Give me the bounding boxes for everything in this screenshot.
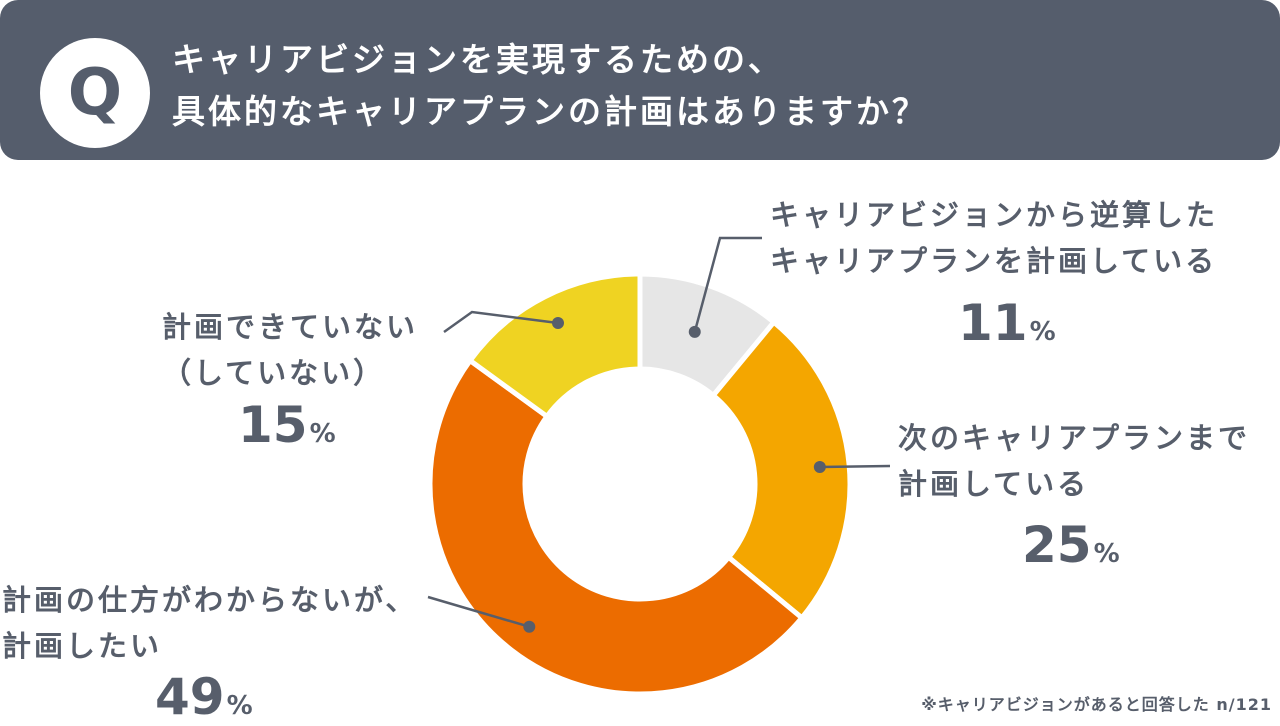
value-slice-3: 15%	[238, 400, 336, 450]
label-slice-0: キャリアビジョンから逆算した キャリアプランを計画している	[770, 192, 1218, 284]
value-slice-2-unit: %	[226, 691, 253, 721]
leader-dot-3	[551, 317, 564, 330]
label-slice-2: 計画の仕方がわからないが、 計画したい	[2, 577, 417, 669]
value-slice-3-unit: %	[309, 419, 336, 449]
value-slice-0: 11%	[958, 298, 1056, 348]
leader-line-1	[819, 464, 891, 469]
leader-dot-1	[813, 461, 826, 474]
label-slice-3-line1: 計画できていない	[162, 310, 419, 344]
label-slice-1-line2: 計画している	[898, 467, 1090, 501]
donut-slice-1	[709, 318, 853, 622]
label-slice-0-line1: キャリアビジョンから逆算した	[770, 198, 1219, 232]
label-slice-2-line2: 計画したい	[2, 629, 163, 663]
label-slice-2-line1: 計画の仕方がわからないが、	[2, 583, 418, 617]
label-slice-1-line1: 次のキャリアプランまで	[898, 421, 1251, 455]
label-slice-0-line2: キャリアプランを計画している	[770, 244, 1218, 278]
value-slice-0-unit: %	[1029, 317, 1056, 347]
donut-slice-2	[427, 357, 806, 697]
value-slice-1: 25%	[1022, 520, 1120, 570]
value-slice-2: 49%	[155, 672, 253, 722]
leader-dot-0	[688, 325, 701, 338]
label-slice-3-line2: （していない）	[162, 356, 386, 390]
value-slice-3-number: 15	[238, 396, 308, 454]
value-slice-2-number: 49	[155, 668, 225, 726]
leader-line-2	[427, 595, 530, 628]
footnote: ※キャリアビジョンがあると回答した n/121	[921, 695, 1272, 714]
label-slice-1: 次のキャリアプランまで 計画している	[898, 415, 1250, 507]
q-badge: Q	[40, 38, 150, 148]
donut-slice-3	[466, 271, 643, 420]
leader-line-0	[693, 236, 762, 333]
leader-line-3	[443, 310, 559, 334]
value-slice-1-unit: %	[1093, 539, 1120, 569]
value-slice-0-number: 11	[958, 294, 1028, 352]
question-line-2: 具体的なキャリアプランの計画はありますか？	[172, 92, 928, 131]
q-letter: Q	[67, 56, 123, 130]
label-slice-3: 計画できていない （していない）	[162, 304, 418, 396]
question-line-1: キャリアビジョンを実現するための、	[172, 40, 784, 79]
question-text: キャリアビジョンを実現するための、 具体的なキャリアプランの計画はありますか？	[172, 34, 928, 138]
question-header: Q キャリアビジョンを実現するための、 具体的なキャリアプランの計画はありますか…	[0, 0, 1280, 160]
leader-dot-2	[523, 620, 536, 633]
value-slice-1-number: 25	[1022, 516, 1092, 574]
